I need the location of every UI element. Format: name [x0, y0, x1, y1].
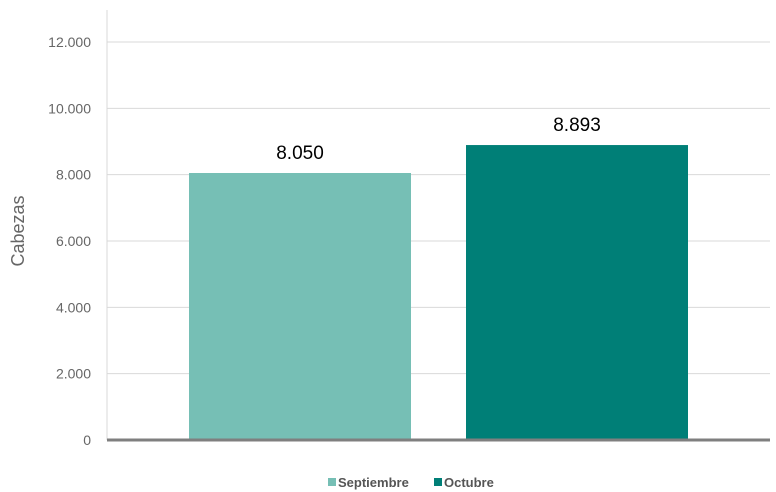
y-tick-label: 0 — [83, 432, 91, 448]
legend-label-septiembre: Septiembre — [338, 475, 409, 490]
legend: Septiembre Octubre — [328, 475, 494, 490]
y-tick-label: 12.000 — [48, 34, 91, 50]
legend-label-octubre: Octubre — [444, 475, 494, 490]
y-axis-title: Cabezas — [8, 195, 28, 266]
y-tick-label: 8.000 — [56, 167, 91, 183]
y-tick-label: 2.000 — [56, 366, 91, 382]
bar-septiembre — [189, 173, 411, 440]
data-labels: 8.050 8.893 — [276, 115, 601, 164]
data-label-octubre: 8.893 — [553, 115, 601, 136]
y-tick-label: 6.000 — [56, 233, 91, 249]
bar-octubre — [466, 145, 688, 440]
y-tick-label: 4.000 — [56, 299, 91, 315]
y-tick-label: 10.000 — [48, 100, 91, 116]
data-label-septiembre: 8.050 — [276, 143, 324, 164]
legend-swatch-septiembre — [328, 478, 336, 486]
y-tick-labels: 0 2.000 4.000 6.000 8.000 10.000 12.000 — [48, 34, 91, 448]
legend-swatch-octubre — [434, 478, 442, 486]
bars — [189, 145, 688, 440]
